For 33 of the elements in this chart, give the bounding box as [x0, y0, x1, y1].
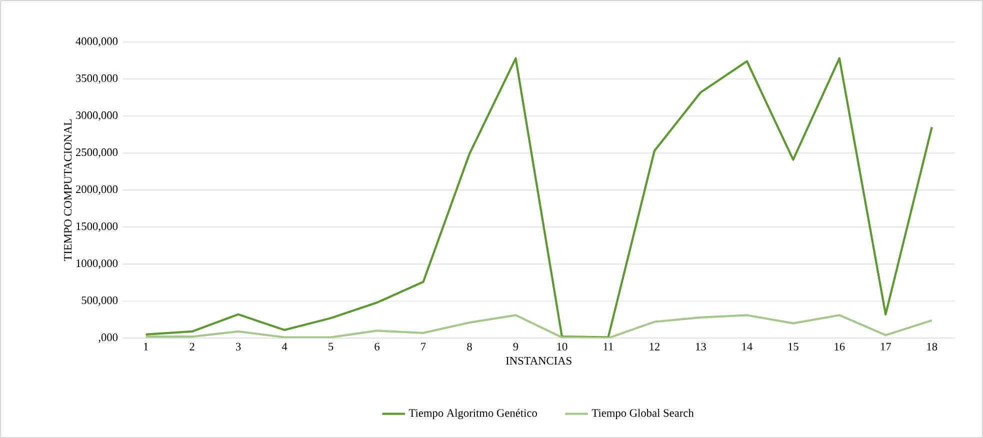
- x-tick-label: 5: [328, 342, 334, 350]
- x-tick-label: 11: [604, 342, 613, 350]
- x-tick-label: 8: [467, 342, 472, 350]
- y-tick-label: 500,000: [82, 296, 118, 306]
- x-axis-title: INSTANCIAS: [506, 356, 572, 365]
- y-axis-title: TIEMPO COMPUTACIONAL: [64, 119, 72, 261]
- y-tick-label: 2000,000: [76, 185, 118, 195]
- x-tick-label: 1: [144, 342, 148, 350]
- y-tick-label: 4000,000: [76, 37, 118, 47]
- x-tick-label: 2: [190, 342, 194, 350]
- y-tick-label: 3000,000: [76, 111, 118, 121]
- line-series: [144, 57, 933, 338]
- x-tick-label: 4: [282, 342, 288, 350]
- x-tick-label: 18: [927, 342, 938, 350]
- y-tick-label: 2500,000: [76, 148, 118, 158]
- legend-label: Tiempo Algoritmo Genético: [408, 408, 537, 420]
- y-tick-label: 1500,000: [76, 222, 118, 232]
- line-series: [144, 314, 933, 338]
- x-tick-label: 6: [374, 342, 380, 350]
- x-tick-label: 10: [557, 342, 568, 350]
- y-tick-label: 3500,000: [76, 74, 118, 84]
- x-tick-label: 7: [421, 342, 426, 350]
- x-tick-label: 13: [696, 342, 706, 350]
- x-tick-label: 3: [236, 342, 241, 350]
- y-tick-label: ,000: [98, 333, 118, 343]
- x-tick-label: 16: [834, 342, 845, 350]
- legend-label: Tiempo Global Search: [592, 408, 694, 420]
- x-tick-label: 15: [788, 342, 798, 350]
- x-tick-label: 17: [880, 342, 891, 350]
- x-tick-label: 12: [650, 342, 660, 350]
- x-tick-label: 9: [513, 342, 518, 350]
- x-tick-label: 14: [742, 342, 752, 350]
- y-tick-label: 1000,000: [76, 259, 118, 269]
